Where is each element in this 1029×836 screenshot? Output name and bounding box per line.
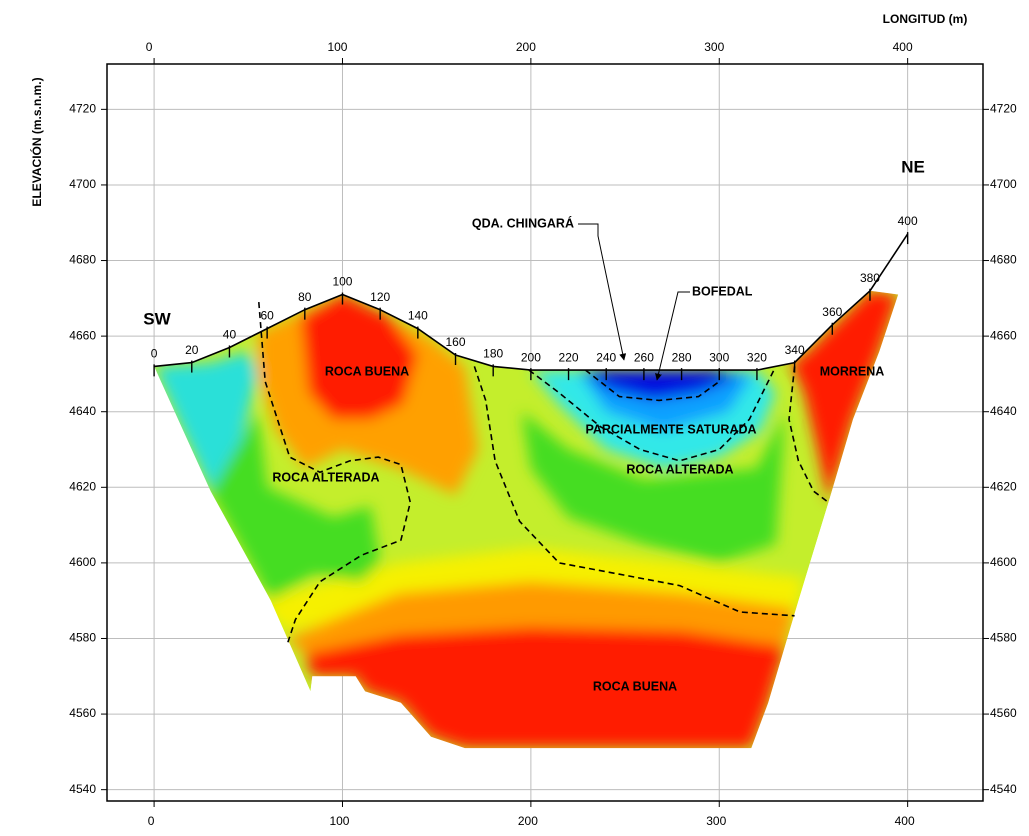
annotation: PARCIALMENTE SATURADA [585,422,756,436]
resistivity-zone [583,370,739,401]
station-label: 240 [596,350,616,364]
station-label: 160 [446,335,466,349]
resistivity-zone [286,581,795,654]
station-label: 200 [521,350,541,364]
x-tick-label: 400 [893,40,913,54]
zones [154,290,899,749]
y-tick-label: 4600 [69,555,96,569]
y-tick-label: 4680 [990,253,1017,267]
x-tick-label: 100 [329,814,349,828]
x-tick-label: 300 [704,40,724,54]
y-axis-title: ELEVACIÓN (m.s.n.m.) [29,77,44,206]
station-label: 300 [709,350,729,364]
x-tick-label: 200 [516,40,536,54]
station-label: 100 [332,275,352,289]
annotation: ROCA ALTERADA [626,462,733,476]
y-tick-label: 4560 [990,706,1017,720]
station-label: 20 [185,343,199,357]
plot-frame [106,63,984,802]
resistivity-zone [790,290,899,503]
zone-boundary [528,369,775,462]
side-label: SW [143,309,171,328]
zone-boundary [788,366,829,504]
y-tick-label: 4580 [990,631,1017,645]
station-label: 360 [822,305,842,319]
arrow [655,291,690,381]
x-tick-label: 0 [146,40,153,54]
side-label: NE [901,157,925,176]
x-tick-label: 400 [895,814,915,828]
annotation: ROCA BUENA [325,364,409,378]
station-label: 40 [223,328,237,342]
station-label: 260 [634,350,654,364]
station-label: 60 [260,309,274,323]
station-label: 340 [785,343,805,357]
annotation: QDA. CHINGARÁ [472,215,574,230]
annotation: BOFEDAL [692,284,753,298]
section [154,290,899,749]
resistivity-zone [304,627,786,749]
y-tick-label: 4560 [69,706,96,720]
zone-boundary [585,369,720,402]
annotation: ROCA ALTERADA [272,470,379,484]
station-label: 220 [559,350,579,364]
y-tick-label: 4540 [69,782,96,796]
station-label: 80 [298,290,312,304]
x-tick-label: 200 [518,814,538,828]
y-tick-label: 4620 [69,479,96,493]
station-label: 140 [408,309,428,323]
y-tick-label: 4660 [69,328,96,342]
resistivity-zone [521,411,786,563]
y-tick-label: 4540 [990,782,1017,796]
y-tick-label: 4580 [69,631,96,645]
y-tick-label: 4640 [69,404,96,418]
y-tick-label: 4720 [990,102,1017,116]
x-tick-label: 0 [148,814,155,828]
station-label: 380 [860,271,880,285]
y-tick-label: 4680 [69,253,96,267]
arrow [578,223,627,361]
station-label: 320 [747,350,767,364]
y-tick-label: 4600 [990,555,1017,569]
x-axis-title: LONGITUD (m) [883,12,968,26]
annotation: MORRENA [820,364,885,378]
station-label: 180 [483,347,503,361]
y-tick-label: 4640 [990,404,1017,418]
resistivity-zone [210,411,381,601]
x-tick-label: 100 [327,40,347,54]
resistivity-zone [301,294,418,420]
y-tick-label: 4700 [69,177,96,191]
x-tick-label: 300 [706,814,726,828]
annotation: ROCA BUENA [593,679,677,693]
y-tick-label: 4620 [990,479,1017,493]
station-label: 120 [370,290,390,304]
station-label: 0 [151,347,158,361]
y-tick-label: 4720 [69,102,96,116]
y-tick-label: 4700 [990,177,1017,191]
y-tick-label: 4660 [990,328,1017,342]
station-label: 400 [898,214,918,228]
overlay: 0 20 40 60 80 100 120 140 160 180 200 220 240 260 280 3… [143,157,925,693]
station-label: 280 [672,350,692,364]
